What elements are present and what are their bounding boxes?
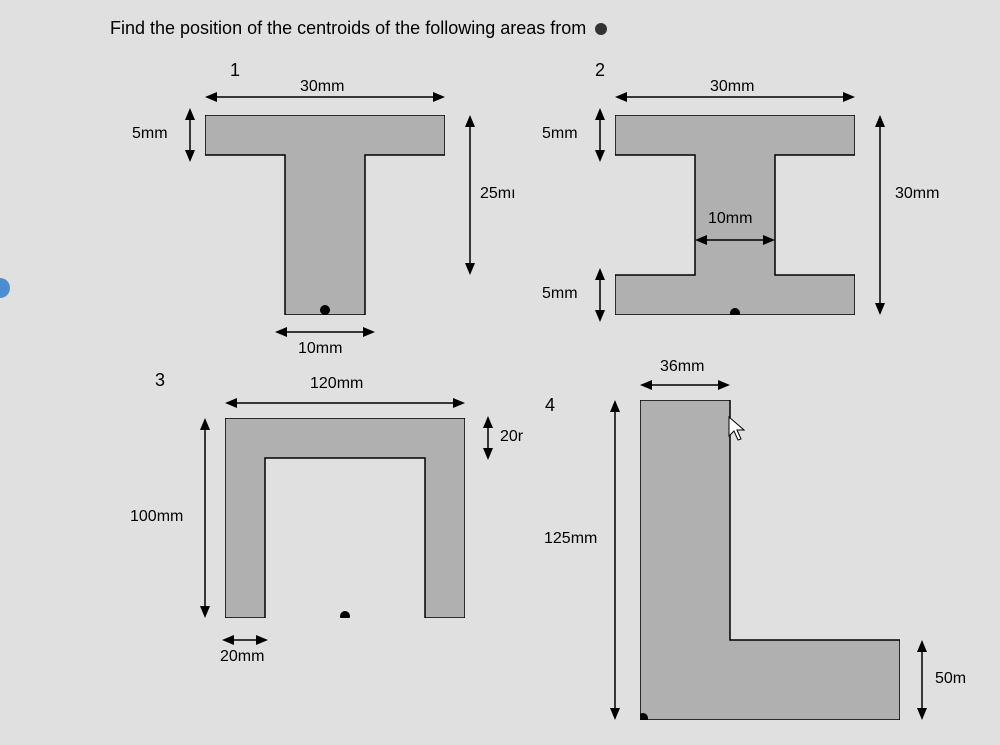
dim-arrow: [478, 416, 498, 460]
dim-label: 36mm: [660, 358, 704, 376]
dim-label: 125mm: [544, 530, 597, 548]
dim-label: 5mm: [542, 285, 578, 303]
edge-indicator-icon: [0, 278, 10, 298]
dim-label: 100mm: [130, 508, 183, 526]
dim-arrow: [225, 393, 465, 413]
dim-label: 30mm: [300, 78, 344, 96]
dim-arrow: [870, 115, 890, 315]
dim-arrow: [912, 640, 932, 720]
dim-arrow: [590, 268, 610, 322]
dim-label: 30mm: [710, 78, 754, 96]
figure-2-number: 2: [595, 60, 605, 81]
page-title: Find the position of the centroids of th…: [110, 18, 607, 39]
figure-4-shape: [640, 400, 900, 720]
figure-1-shape: [205, 115, 445, 315]
figure-3-number: 3: [155, 370, 165, 391]
dim-arrow: [460, 115, 480, 275]
figure-3-shape: [225, 418, 465, 618]
dim-arrow: [590, 108, 610, 162]
figure-4-number: 4: [545, 395, 555, 416]
dim-arrow: [180, 108, 200, 162]
dim-arrow: [275, 322, 375, 342]
dim-arrow: [195, 418, 215, 618]
dim-label: 50m: [935, 670, 966, 688]
dim-label: 10mm: [298, 340, 342, 358]
dim-arrow: [222, 630, 268, 650]
dim-arrow: [695, 230, 775, 250]
dim-label: 20r: [500, 428, 523, 446]
dim-label: 30mm: [895, 185, 939, 203]
dim-label: 120mm: [310, 375, 363, 393]
figure-1-number: 1: [230, 60, 240, 81]
dim-arrow: [640, 375, 730, 395]
dim-label: 10mm: [708, 210, 752, 228]
dim-label: 25mı: [480, 185, 516, 203]
dim-label: 20mm: [220, 648, 264, 666]
dim-label: 5mm: [132, 125, 168, 143]
dim-arrow: [605, 400, 625, 720]
dim-label: 5mm: [542, 125, 578, 143]
title-text: Find the position of the centroids of th…: [110, 18, 586, 38]
reference-dot-icon: [595, 23, 607, 35]
page: Find the position of the centroids of th…: [0, 0, 1000, 745]
